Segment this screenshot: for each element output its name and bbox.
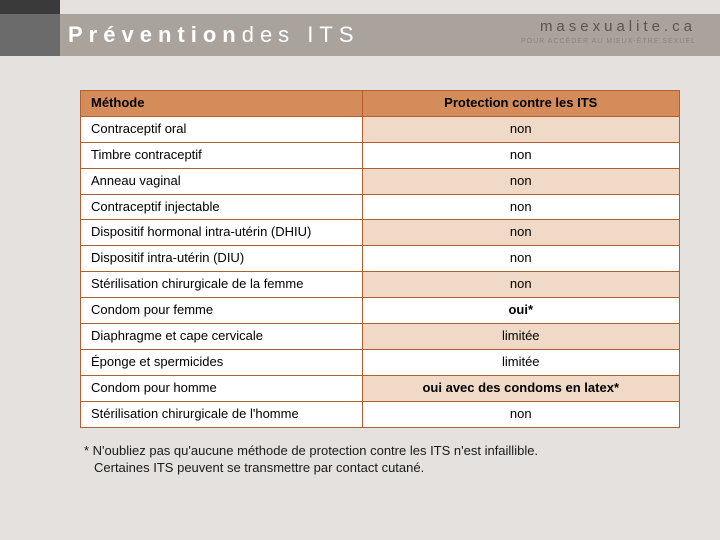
content-area: Méthode Protection contre les ITS Contra… xyxy=(0,72,720,540)
table-row: Anneau vaginalnon xyxy=(81,168,680,194)
table-row: Timbre contraceptifnon xyxy=(81,142,680,168)
brand-subtitle: POUR ACCÉDER AU MIEUX-ÊTRE SEXUEL xyxy=(521,38,696,45)
table-header-row: Méthode Protection contre les ITS xyxy=(81,91,680,117)
method-cell: Dispositif hormonal intra-utérin (DHIU) xyxy=(81,220,363,246)
method-cell: Timbre contraceptif xyxy=(81,142,363,168)
value-cell: limitée xyxy=(362,349,679,375)
table-row: Contraceptif injectablenon xyxy=(81,194,680,220)
value-cell: non xyxy=(362,194,679,220)
footnote-line1: * N'oubliez pas qu'aucune méthode de pro… xyxy=(84,443,538,458)
method-cell: Stérilisation chirurgicale de l'homme xyxy=(81,401,363,427)
value-cell: limitée xyxy=(362,324,679,350)
method-cell: Dispositif intra-utérin (DIU) xyxy=(81,246,363,272)
table-row: Stérilisation chirurgicale de la femmeno… xyxy=(81,272,680,298)
header: Prévention des ITS masexualite.ca POUR A… xyxy=(0,0,720,72)
table-row: Éponge et spermicideslimitée xyxy=(81,349,680,375)
table-row: Stérilisation chirurgicale de l'hommenon xyxy=(81,401,680,427)
value-cell: non xyxy=(362,142,679,168)
value-cell: non xyxy=(362,168,679,194)
method-cell: Contraceptif oral xyxy=(81,116,363,142)
value-cell: non xyxy=(362,272,679,298)
value-cell: non xyxy=(362,116,679,142)
protection-table: Méthode Protection contre les ITS Contra… xyxy=(80,90,680,428)
table-row: Contraceptif oralnon xyxy=(81,116,680,142)
method-cell: Diaphragme et cape cervicale xyxy=(81,324,363,350)
page-title: Prévention des ITS xyxy=(60,14,360,56)
table-row: Condom pour femmeoui* xyxy=(81,298,680,324)
title-bold: Prévention xyxy=(68,22,242,48)
value-cell: oui* xyxy=(362,298,679,324)
footnote-line2: Certaines ITS peuvent se transmettre par… xyxy=(84,459,680,477)
header-left-accent xyxy=(0,14,60,56)
table-row: Condom pour hommeoui avec des condoms en… xyxy=(81,375,680,401)
method-cell: Condom pour femme xyxy=(81,298,363,324)
method-cell: Contraceptif injectable xyxy=(81,194,363,220)
brand-text: masexualite.ca xyxy=(540,18,696,35)
footnote: * N'oubliez pas qu'aucune méthode de pro… xyxy=(80,442,680,477)
table-row: Dispositif hormonal intra-utérin (DHIU)n… xyxy=(81,220,680,246)
method-cell: Anneau vaginal xyxy=(81,168,363,194)
value-cell: oui avec des condoms en latex* xyxy=(362,375,679,401)
header-corner-accent xyxy=(0,0,60,14)
table-row: Diaphragme et cape cervicalelimitée xyxy=(81,324,680,350)
table-row: Dispositif intra-utérin (DIU)non xyxy=(81,246,680,272)
value-cell: non xyxy=(362,246,679,272)
method-cell: Condom pour homme xyxy=(81,375,363,401)
col-header-method: Méthode xyxy=(81,91,363,117)
method-cell: Éponge et spermicides xyxy=(81,349,363,375)
col-header-protection: Protection contre les ITS xyxy=(362,91,679,117)
method-cell: Stérilisation chirurgicale de la femme xyxy=(81,272,363,298)
value-cell: non xyxy=(362,401,679,427)
value-cell: non xyxy=(362,220,679,246)
title-rest: des ITS xyxy=(242,22,360,48)
